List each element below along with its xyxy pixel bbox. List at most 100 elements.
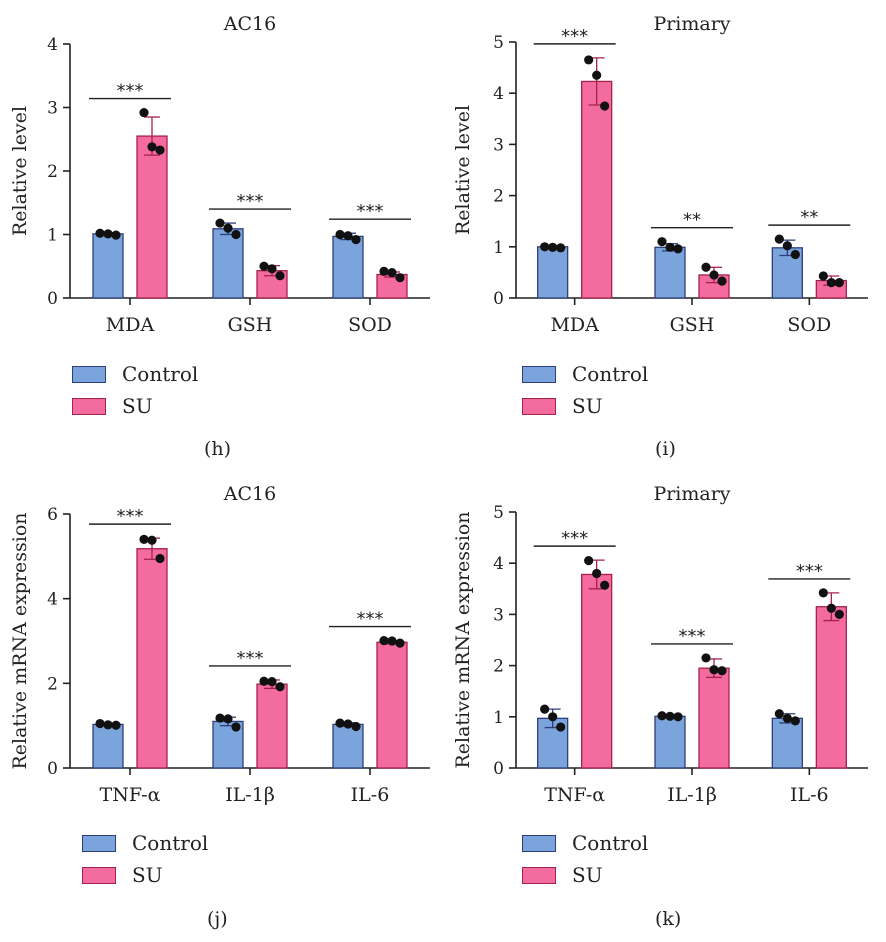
legend-label-su: SU bbox=[572, 394, 603, 418]
data-point bbox=[665, 711, 675, 721]
chart-panel-i: Primary Relative level 0 1 2 3 4 5 MDA *** GSH ** SO… bbox=[443, 0, 886, 350]
x-tick-label: SOD bbox=[787, 314, 831, 336]
significance-label: *** bbox=[561, 528, 588, 549]
legend-i: Control SU bbox=[522, 358, 648, 422]
data-point bbox=[95, 718, 105, 729]
y-tick-label: 5 bbox=[493, 33, 504, 53]
data-point bbox=[556, 722, 566, 732]
x-tick-label: GSH bbox=[228, 314, 273, 336]
legend-h: Control SU bbox=[72, 358, 198, 422]
caption-h: (h) bbox=[204, 438, 232, 460]
data-point bbox=[584, 556, 594, 566]
data-point bbox=[826, 278, 836, 288]
data-point bbox=[592, 568, 602, 579]
data-point bbox=[215, 218, 225, 228]
data-point bbox=[790, 249, 800, 260]
data-point bbox=[215, 713, 225, 723]
data-point bbox=[548, 712, 558, 722]
x-tick-label: IL-6 bbox=[790, 784, 829, 806]
x-tick-label: MDA bbox=[106, 314, 155, 336]
legend-item-su: SU bbox=[522, 390, 648, 422]
significance-label: *** bbox=[796, 561, 823, 582]
data-point bbox=[95, 228, 105, 238]
y-tick-label: 0 bbox=[47, 289, 58, 309]
bar-su bbox=[698, 667, 730, 769]
legend-item-control: Control bbox=[522, 827, 648, 859]
bar-control bbox=[92, 233, 124, 299]
bar-su bbox=[136, 548, 168, 769]
bar-control bbox=[654, 715, 686, 769]
legend-label-control: Control bbox=[572, 831, 649, 855]
bar-su bbox=[581, 80, 613, 299]
legend-label-su: SU bbox=[122, 394, 153, 418]
data-point bbox=[379, 635, 389, 646]
y-axis-label: Relative mRNA expression bbox=[9, 512, 31, 769]
data-point bbox=[592, 70, 602, 80]
data-point bbox=[223, 714, 233, 724]
y-tick-label: 1 bbox=[47, 226, 58, 246]
legend-swatch-su bbox=[522, 866, 556, 884]
data-point bbox=[351, 721, 361, 732]
data-point bbox=[223, 223, 233, 233]
x-tick-label: GSH bbox=[670, 314, 715, 336]
data-point bbox=[379, 266, 389, 276]
data-point bbox=[657, 711, 667, 721]
data-point bbox=[673, 244, 683, 254]
data-point bbox=[834, 278, 844, 288]
chart-panel-h: AC16 Relative level 0 1 2 3 4 MDA *** GSH *** SOD **… bbox=[0, 0, 443, 350]
data-point bbox=[267, 264, 277, 274]
y-tick-label: 5 bbox=[493, 503, 504, 523]
y-tick-label: 4 bbox=[47, 35, 58, 55]
data-point bbox=[395, 273, 405, 283]
legend-item-su: SU bbox=[72, 390, 198, 422]
legend-label-su: SU bbox=[132, 863, 163, 887]
significance-label: *** bbox=[117, 81, 144, 102]
y-tick-label: 4 bbox=[47, 590, 58, 610]
data-point bbox=[665, 242, 675, 252]
data-point bbox=[335, 229, 345, 240]
caption-k: (k) bbox=[655, 908, 682, 930]
y-tick-label: 3 bbox=[493, 605, 504, 625]
data-point bbox=[387, 636, 397, 646]
significance-label: *** bbox=[561, 26, 588, 47]
y-axis-label: Relative level bbox=[9, 106, 31, 236]
y-tick-label: 2 bbox=[47, 162, 58, 182]
data-point bbox=[147, 142, 157, 152]
chart-svg-k: Primary Relative mRNA expression 0 1 2 3 4 5 TNF… bbox=[452, 483, 868, 806]
bar-control bbox=[332, 235, 364, 299]
data-point bbox=[387, 268, 397, 278]
data-point bbox=[139, 534, 149, 544]
data-point bbox=[540, 704, 550, 714]
bar-su bbox=[256, 683, 288, 769]
y-tick-label: 0 bbox=[47, 759, 58, 779]
data-point bbox=[259, 261, 269, 271]
legend-j: Control SU bbox=[82, 827, 208, 891]
legend-label-control: Control bbox=[132, 831, 209, 855]
data-point bbox=[701, 262, 711, 272]
data-point bbox=[103, 720, 113, 730]
legend-swatch-control bbox=[522, 834, 556, 852]
y-tick-label: 1 bbox=[493, 708, 504, 728]
significance-label: *** bbox=[357, 609, 384, 630]
data-point bbox=[343, 231, 353, 241]
bar-control bbox=[92, 723, 124, 769]
chart-title: Primary bbox=[653, 483, 730, 505]
legend-item-su: SU bbox=[82, 859, 208, 891]
data-point bbox=[275, 682, 285, 692]
y-tick-label: 2 bbox=[493, 657, 504, 677]
data-point bbox=[709, 665, 719, 675]
data-point bbox=[600, 101, 610, 111]
legend-label-control: Control bbox=[122, 362, 199, 386]
bar-control bbox=[537, 246, 569, 299]
data-point bbox=[826, 603, 836, 613]
data-point bbox=[834, 609, 844, 619]
bar-su bbox=[376, 641, 408, 769]
data-point bbox=[111, 230, 121, 240]
bar-su bbox=[136, 135, 168, 299]
data-point bbox=[343, 719, 353, 729]
x-tick-label: SOD bbox=[348, 314, 392, 336]
chart-title: AC16 bbox=[223, 483, 276, 505]
data-point bbox=[584, 55, 594, 65]
data-point bbox=[657, 237, 667, 247]
y-tick-label: 2 bbox=[47, 674, 58, 694]
